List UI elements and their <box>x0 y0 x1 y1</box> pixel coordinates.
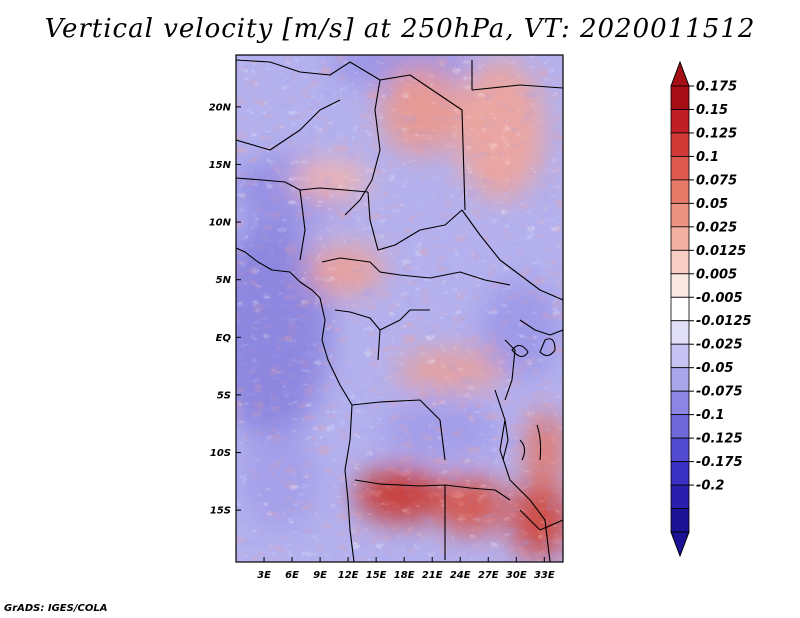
colorbar-label: 0.05 <box>696 197 728 212</box>
colorbar-swatch <box>670 156 690 181</box>
colorbar-swatch <box>670 273 690 298</box>
colorbar-label: -0.1 <box>696 408 724 423</box>
colorbar-label: 0.1 <box>696 150 719 165</box>
lon-tick-label: 3E <box>257 570 271 581</box>
colorbar-label: 0.005 <box>696 267 737 282</box>
lon-tick-label: 6E <box>285 570 299 581</box>
colorbar-label: -0.05 <box>696 361 733 376</box>
colorbar-label: 0.025 <box>696 220 737 235</box>
colorbar-label: 0.125 <box>696 126 737 141</box>
colorbar-swatch <box>670 414 690 439</box>
colorbar-swatch <box>670 249 690 275</box>
country-borders <box>236 59 563 562</box>
colorbar-label: 0.15 <box>696 103 728 118</box>
lon-tick-label: 15E <box>366 570 387 581</box>
lat-tick-label: 10N <box>209 218 232 229</box>
colorbar-bottom-arrow <box>670 531 690 558</box>
velocity-field <box>236 55 563 562</box>
colorbar-label: 0.0125 <box>696 244 746 259</box>
map-frame <box>235 54 564 563</box>
colorbar-swatch <box>670 343 690 369</box>
colorbar-label: 0.075 <box>696 173 737 188</box>
lon-tick-label: 12E <box>338 570 359 581</box>
colorbar-swatch <box>670 109 690 134</box>
chart-title: Vertical velocity [m/s] at 250hPa, VT: 2… <box>44 14 756 44</box>
colorbar: 0.175 0.15 0.125 0.1 0.075 0.05 0.025 0.0125 0.0… <box>670 60 752 558</box>
colorbar-swatch <box>670 202 690 228</box>
lon-tick-label: 18E <box>394 570 415 581</box>
credit-label: GrADS: IGES/COLA <box>4 603 108 614</box>
colorbar-label: -0.125 <box>696 432 743 447</box>
colorbar-label: -0.2 <box>696 479 724 494</box>
lon-tick-label: 33E <box>534 570 555 581</box>
colorbar-swatch <box>670 85 690 110</box>
colorbar-swatch <box>670 508 690 533</box>
colorbar-swatch <box>670 390 690 416</box>
lat-tick-label: EQ <box>216 333 232 344</box>
colorbar-label: -0.075 <box>696 385 743 400</box>
colorbar-label: -0.175 <box>696 455 743 470</box>
lon-tick-label: 30E <box>506 570 527 581</box>
colorbar-swatch <box>670 320 690 345</box>
lon-tick-label: 21E <box>422 570 443 581</box>
lon-tick-label: 9E <box>313 570 327 581</box>
latitude-ticks: 20N 15N 10N 5N EQ 5S 10S 15S <box>209 102 241 517</box>
lat-tick-label: 15S <box>210 506 231 517</box>
colorbar-swatch <box>670 484 690 509</box>
colorbar-label: -0.0125 <box>696 314 752 329</box>
colorbar-swatch <box>670 132 690 157</box>
lat-tick-label: 5S <box>217 390 231 401</box>
colorbar-label: 0.175 <box>696 80 737 95</box>
colorbar-swatch <box>670 179 690 204</box>
lat-tick-label: 15N <box>209 160 232 171</box>
colorbar-swatch <box>670 461 690 486</box>
lon-tick-label: 24E <box>450 570 471 581</box>
colorbar-swatch <box>670 226 690 251</box>
colorbar-label: -0.005 <box>696 291 743 306</box>
colorbar-label: -0.025 <box>696 338 743 353</box>
colorbar-swatch <box>670 296 690 322</box>
colorbar-swatch <box>670 367 690 392</box>
longitude-ticks: 3E 6E 9E 12E 15E 18E 21E 24E 27E 30E 33E <box>257 557 555 581</box>
lat-tick-label: 10S <box>210 448 231 459</box>
colorbar-top-arrow <box>670 60 690 87</box>
colorbar-swatch <box>670 437 690 462</box>
lat-tick-label: 5N <box>216 275 232 286</box>
lon-tick-label: 27E <box>478 570 499 581</box>
lat-tick-label: 20N <box>209 102 232 113</box>
